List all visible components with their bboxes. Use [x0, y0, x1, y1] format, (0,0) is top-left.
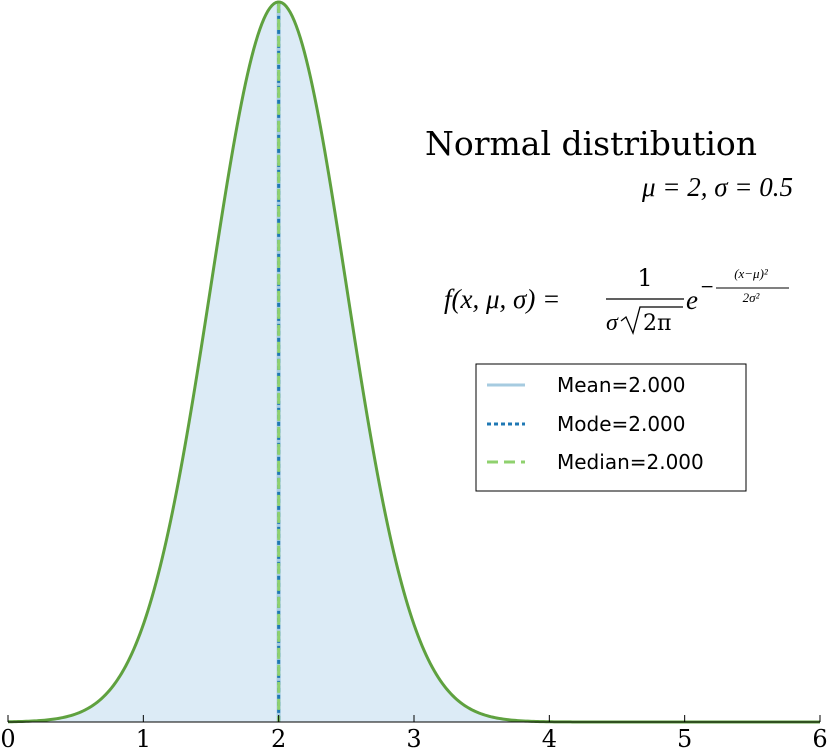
legend-median-label: Median=2.000	[557, 450, 704, 474]
x-axis-ticks: 0 1 2 3 4 5 6	[0, 715, 828, 751]
x-tick-label: 2	[271, 725, 286, 751]
plot-area	[7, 0, 820, 724]
formula-sqrt-sign	[620, 306, 683, 335]
density-curve	[7, 0, 820, 724]
x-tick-label: 0	[0, 725, 15, 751]
legend-mean-label: Mean=2.000	[557, 373, 686, 397]
formula-denominator-root: 2π	[643, 311, 671, 336]
formula-numerator: 1	[637, 264, 652, 292]
chart-title: Normal distribution	[425, 124, 757, 163]
x-tick-label: 3	[406, 725, 421, 751]
parameters-label: μ = 2, σ = 0.5	[641, 172, 793, 202]
legend: Mean=2.000 Mode=2.000 Median=2.000	[475, 363, 747, 492]
x-tick-label: 5	[677, 725, 692, 751]
formula-exponent-numerator: (x−μ)²	[734, 266, 769, 281]
density-area-fill	[8, 1, 820, 722]
formula-exponent-denominator: 2σ²	[743, 290, 761, 305]
x-tick-label: 4	[542, 725, 557, 751]
pdf-formula: f(x, μ, σ) = 1 σ 2π e − (x−μ)² 2σ²	[444, 264, 789, 336]
formula-exponent-minus: −	[700, 277, 714, 297]
formula-denominator-sigma: σ	[606, 310, 619, 336]
formula-exponential-base: e	[686, 285, 698, 315]
legend-mode-label: Mode=2.000	[557, 412, 686, 436]
formula-lhs: f(x, μ, σ) =	[444, 284, 560, 314]
x-tick-label: 6	[812, 725, 827, 751]
x-tick-label: 1	[136, 725, 151, 751]
